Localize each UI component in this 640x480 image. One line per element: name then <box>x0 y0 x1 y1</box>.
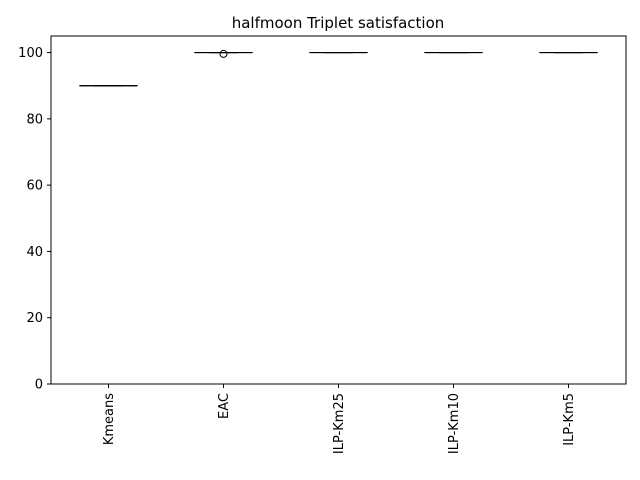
x-axis: Kmeans EAC ILP-Km25 ILP-Km10 ILP-Km5 <box>102 384 577 454</box>
y-tick-label: 80 <box>26 112 43 127</box>
x-tick-label: ILP-Km25 <box>332 393 347 454</box>
x-tick-label: ILP-Km10 <box>447 393 462 454</box>
x-tick-label: EAC <box>217 393 232 419</box>
box-eac <box>194 49 253 58</box>
x-tick-label: Kmeans <box>102 393 117 445</box>
y-tick-label: 40 <box>26 245 43 260</box>
x-tick-label: ILP-Km5 <box>562 393 577 446</box>
y-tick-label: 20 <box>26 311 43 326</box>
y-tick-label: 100 <box>18 46 43 61</box>
y-tick-label: 0 <box>35 378 43 393</box>
chart-title: halfmoon Triplet satisfaction <box>232 14 445 32</box>
outlier-point <box>219 49 228 58</box>
plot-area <box>50 35 627 385</box>
y-axis: 0 20 40 60 80 100 <box>18 46 51 393</box>
y-tick-label: 60 <box>26 179 43 194</box>
boxes <box>79 49 598 87</box>
